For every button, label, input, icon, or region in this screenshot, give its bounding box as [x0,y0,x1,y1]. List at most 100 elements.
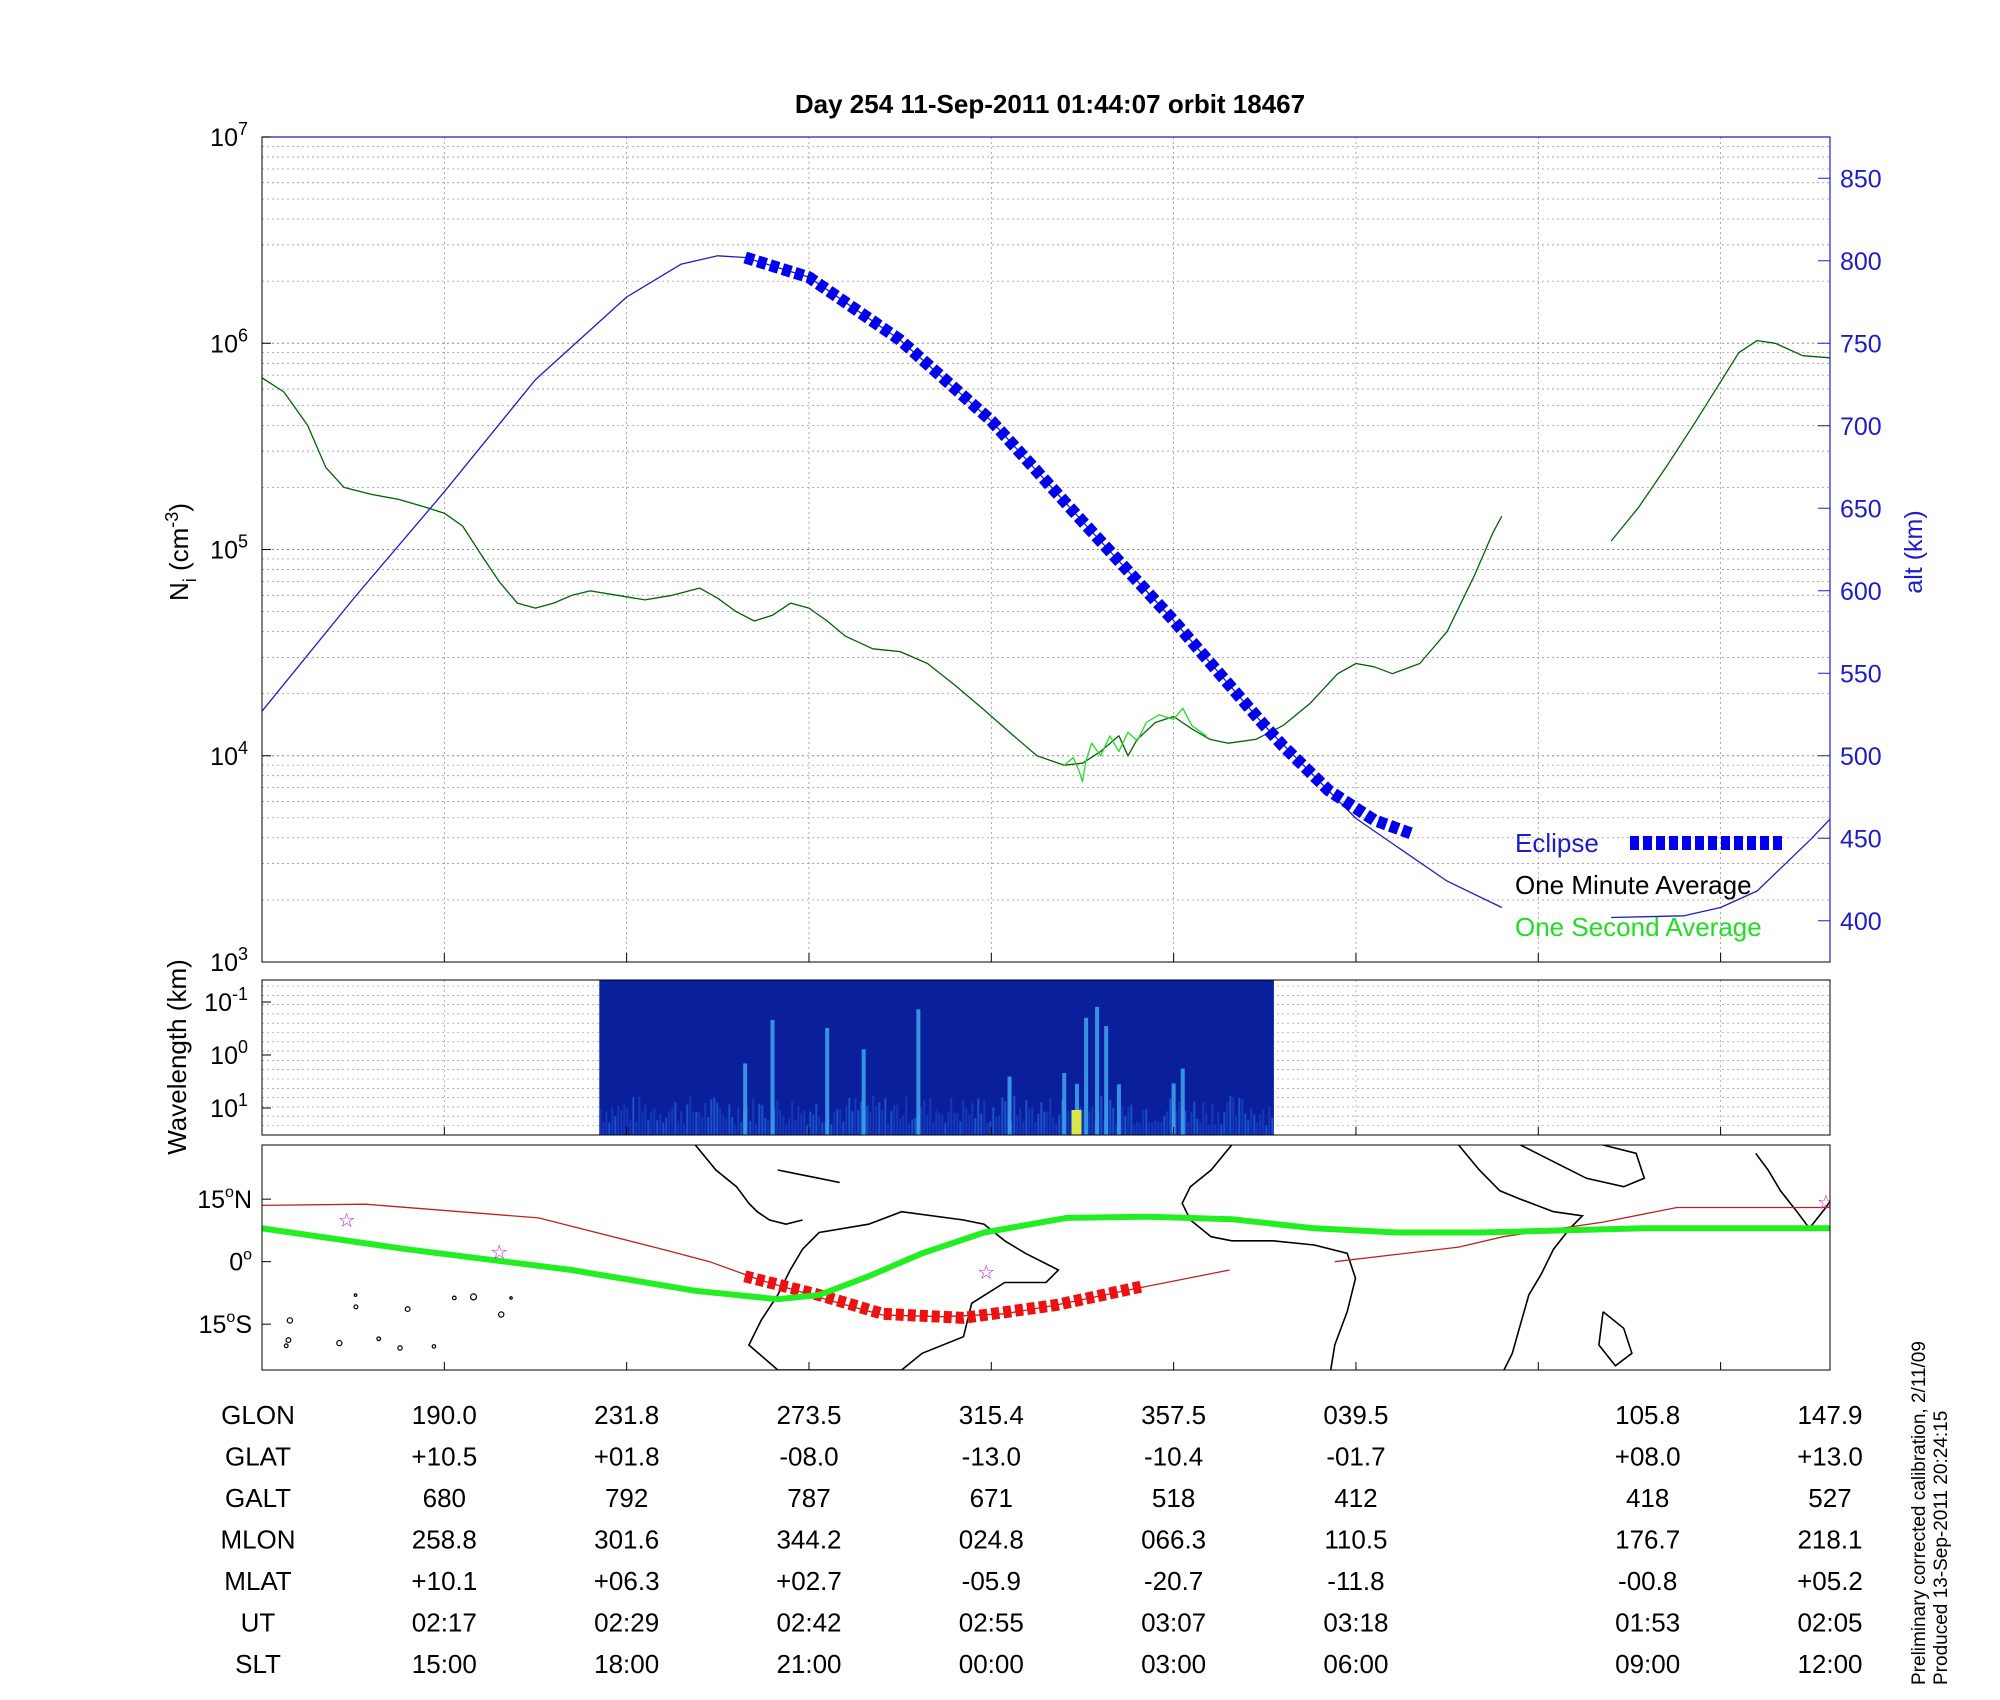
footer-calibration: Preliminary corrected calibration, 2/11/… [1909,1341,1930,1685]
spectrogram-texture [1154,1120,1157,1135]
spectrogram-texture [659,1114,662,1135]
table-cell: 344.2 [776,1525,841,1555]
magnetic-equator [262,1213,1830,1303]
spectrogram-texture [962,1099,965,1135]
spectrogram-texture [1268,1106,1271,1135]
spectrogram-texture [1169,1098,1172,1135]
spectrogram-burst [916,1009,921,1135]
spectrogram-texture [1037,1113,1040,1135]
spectrogram-texture [1052,1117,1055,1135]
spectrogram-texture [875,1105,878,1135]
alt-tick-label: 400 [1840,908,1882,936]
spectrogram-burst [1074,1083,1079,1135]
island [286,1317,294,1324]
spectrogram-texture [1241,1098,1244,1135]
spectrogram-x-ticks [443,1127,1722,1135]
spectrogram-texture [1184,1111,1187,1135]
spectrogram-burst [1007,1076,1012,1135]
spectrogram-texture [1016,1114,1019,1135]
spectrogram-texture [1256,1122,1259,1135]
spectrogram-texture [815,1103,818,1135]
spectrogram-texture [893,1105,896,1135]
alt-tick-label: 450 [1840,825,1882,853]
table-cell: -08.0 [779,1442,838,1472]
spectrogram-texture [647,1119,650,1135]
series-one-second-average [1063,707,1207,783]
spectrogram-texture [764,1118,767,1135]
spectrogram-texture [698,1111,701,1135]
density-y-label: Ni (cm-3) [162,503,200,601]
spectrogram-texture [884,1098,887,1135]
spectrogram-grid [262,980,1830,1135]
table-cell: 039.5 [1323,1400,1388,1430]
spectrogram-texture [1100,1096,1103,1135]
spectrogram-burst [1171,1083,1176,1135]
spectrogram-texture [1091,1106,1094,1135]
island [404,1306,411,1313]
spectrogram-texture [833,1111,836,1135]
spectrogram-texture [689,1096,692,1135]
spectrogram-texture [989,1120,992,1135]
spectrogram-texture [944,1123,947,1135]
spectrogram-texture [971,1103,974,1135]
island [353,1304,359,1310]
spectrogram-texture [848,1097,851,1135]
spectrogram-frame [261,979,1831,1136]
spectrogram-texture [626,1108,629,1135]
spectrogram-texture [737,1107,740,1135]
map-frame [261,1144,1831,1371]
spectrogram-texture [635,1121,638,1135]
spectrogram-texture [1196,1118,1199,1135]
spectrogram-texture [1109,1099,1112,1135]
spectrogram-texture [1265,1124,1268,1135]
table-cell: 03:00 [1141,1649,1206,1679]
spectrogram-texture [869,1111,872,1135]
coastlines [283,1145,1830,1370]
spectrogram-texture [785,1123,788,1135]
table-cell: -05.9 [962,1566,1021,1596]
spectrogram-texture [959,1121,962,1135]
spectrogram-burst [1116,1084,1121,1135]
spectrogram-texture [779,1110,782,1135]
density-y-ticks: 103 104 105 106 107 [210,119,271,977]
spectrogram-texture [1250,1107,1253,1135]
spectrogram-texture [818,1116,821,1135]
spectrogram-texture [977,1098,980,1135]
spectrogram-texture [1148,1122,1151,1135]
table-cell: 02:29 [594,1608,659,1638]
spectrogram-texture [986,1122,989,1135]
spectrogram-texture [920,1107,923,1135]
spec-y-tick-label: 10-1 [204,984,248,1017]
spectrogram-texture [803,1110,806,1135]
spectrogram-texture [767,1119,770,1135]
spectrogram-texture [611,1107,614,1135]
spectrogram-texture [842,1121,845,1135]
spectrogram-texture [707,1116,710,1135]
table-cell: -01.7 [1326,1442,1385,1472]
coastline [777,1169,840,1184]
table-cell: +06.3 [594,1566,660,1596]
table-row-label: UT [241,1608,276,1638]
table-cell: 15:00 [412,1649,477,1679]
table-row-label: GLON [221,1400,295,1430]
spectrogram-texture [680,1111,683,1135]
alt-tick-label: 700 [1840,413,1882,441]
spectrogram-texture [926,1114,929,1135]
spectrogram-texture [1178,1101,1181,1135]
spectrogram-texture [671,1106,674,1135]
star-marker: ☆ [338,1208,356,1232]
spectrogram-texture [692,1111,695,1135]
spectrogram-texture [965,1108,968,1135]
spectrogram-texture [956,1113,959,1135]
spectrogram-texture [998,1115,1001,1135]
spectrogram-texture [1019,1108,1022,1135]
spectrogram-texture [749,1121,752,1135]
spectrogram-burst [743,1063,748,1135]
spectrogram-texture [821,1122,824,1135]
spectrogram-texture [1211,1103,1214,1135]
series-one-minute-average [262,377,1503,766]
spectrogram-texture [935,1110,938,1135]
island [285,1337,292,1344]
spectrogram-hotspot [1071,1110,1082,1135]
